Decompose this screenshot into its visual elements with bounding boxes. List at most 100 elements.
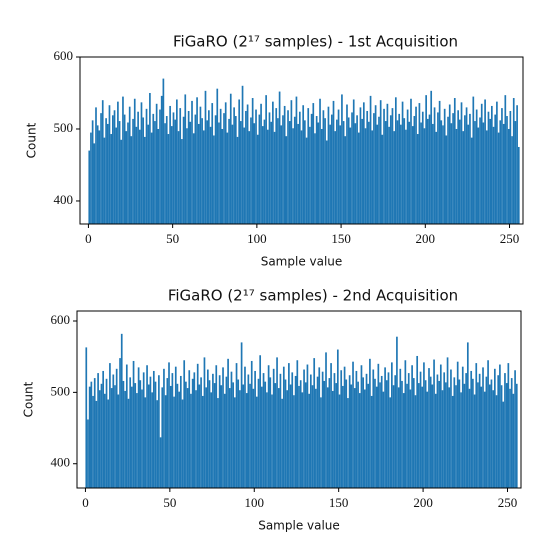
bar <box>147 124 150 224</box>
bar <box>482 122 485 224</box>
bar <box>515 383 518 488</box>
bar <box>324 118 326 224</box>
bar <box>379 382 381 488</box>
bar <box>433 359 435 488</box>
bar <box>453 98 456 224</box>
bar <box>397 387 400 488</box>
bar <box>311 385 314 488</box>
bar <box>406 383 408 488</box>
bar <box>470 370 473 488</box>
bar <box>439 364 442 488</box>
bar <box>278 91 281 224</box>
bar <box>418 383 420 488</box>
bar <box>357 132 360 224</box>
bar <box>403 118 406 224</box>
bar <box>258 114 261 224</box>
bar <box>457 110 459 224</box>
bar <box>348 375 351 488</box>
bar <box>238 99 241 224</box>
bar <box>144 136 146 224</box>
bar <box>507 363 510 488</box>
x-axis-label: Sample value <box>258 519 340 533</box>
bar <box>110 388 113 488</box>
bar <box>269 377 272 488</box>
bar <box>115 368 118 488</box>
bar <box>117 394 120 488</box>
bar <box>100 383 103 488</box>
bar <box>424 380 427 488</box>
bar <box>191 378 194 488</box>
bar <box>279 373 282 488</box>
bar <box>229 93 232 224</box>
bar <box>411 365 413 488</box>
bar <box>382 391 385 488</box>
bar <box>105 118 107 224</box>
bar <box>499 120 502 224</box>
bar <box>198 384 201 488</box>
bar <box>88 386 91 488</box>
bar <box>220 385 223 488</box>
bar <box>159 437 162 488</box>
bar <box>287 110 289 224</box>
bar <box>365 373 368 488</box>
bar <box>300 130 303 224</box>
bar <box>134 383 137 488</box>
bar <box>193 372 196 488</box>
bar <box>396 336 398 488</box>
x-tick-label: 250 <box>500 231 520 246</box>
bar <box>512 393 515 488</box>
bar <box>239 390 241 488</box>
bar <box>154 381 157 488</box>
bar <box>330 363 332 488</box>
bar <box>166 378 169 488</box>
bar <box>251 98 254 224</box>
bar <box>500 385 503 488</box>
bar <box>510 378 513 488</box>
bar <box>132 360 135 488</box>
bar <box>263 119 266 224</box>
bar <box>447 116 449 224</box>
bar <box>436 374 439 488</box>
bar <box>404 360 407 488</box>
bar <box>177 131 180 224</box>
bar <box>313 358 316 488</box>
bar <box>120 333 123 488</box>
bar <box>230 371 233 488</box>
bar <box>136 393 138 488</box>
bar <box>282 366 285 488</box>
bar <box>183 360 186 488</box>
bar <box>465 107 468 224</box>
bar <box>352 99 355 224</box>
bar <box>196 97 198 224</box>
bar <box>85 347 88 488</box>
bar <box>413 116 416 224</box>
bar <box>98 390 101 488</box>
bar <box>379 100 382 224</box>
bar <box>482 367 484 488</box>
bar <box>445 382 447 488</box>
bar <box>383 108 385 224</box>
bar <box>434 393 437 488</box>
bar <box>336 119 338 224</box>
y-tick-label: 500 <box>54 120 74 135</box>
bar <box>115 127 118 224</box>
bar <box>142 372 145 488</box>
bar <box>141 389 143 488</box>
bar <box>438 380 440 488</box>
bar <box>195 390 197 488</box>
bar <box>140 102 143 224</box>
bar <box>119 358 121 488</box>
x-tick-label: 50 <box>166 231 179 246</box>
bar <box>145 108 148 224</box>
bar <box>169 385 172 488</box>
bar <box>163 368 165 488</box>
bar <box>297 123 299 224</box>
x-tick-label: 0 <box>82 495 89 510</box>
bar <box>295 96 298 224</box>
bar <box>87 419 89 488</box>
bar <box>237 379 240 488</box>
bar <box>441 390 444 488</box>
bar <box>285 136 288 224</box>
bar <box>374 378 376 488</box>
